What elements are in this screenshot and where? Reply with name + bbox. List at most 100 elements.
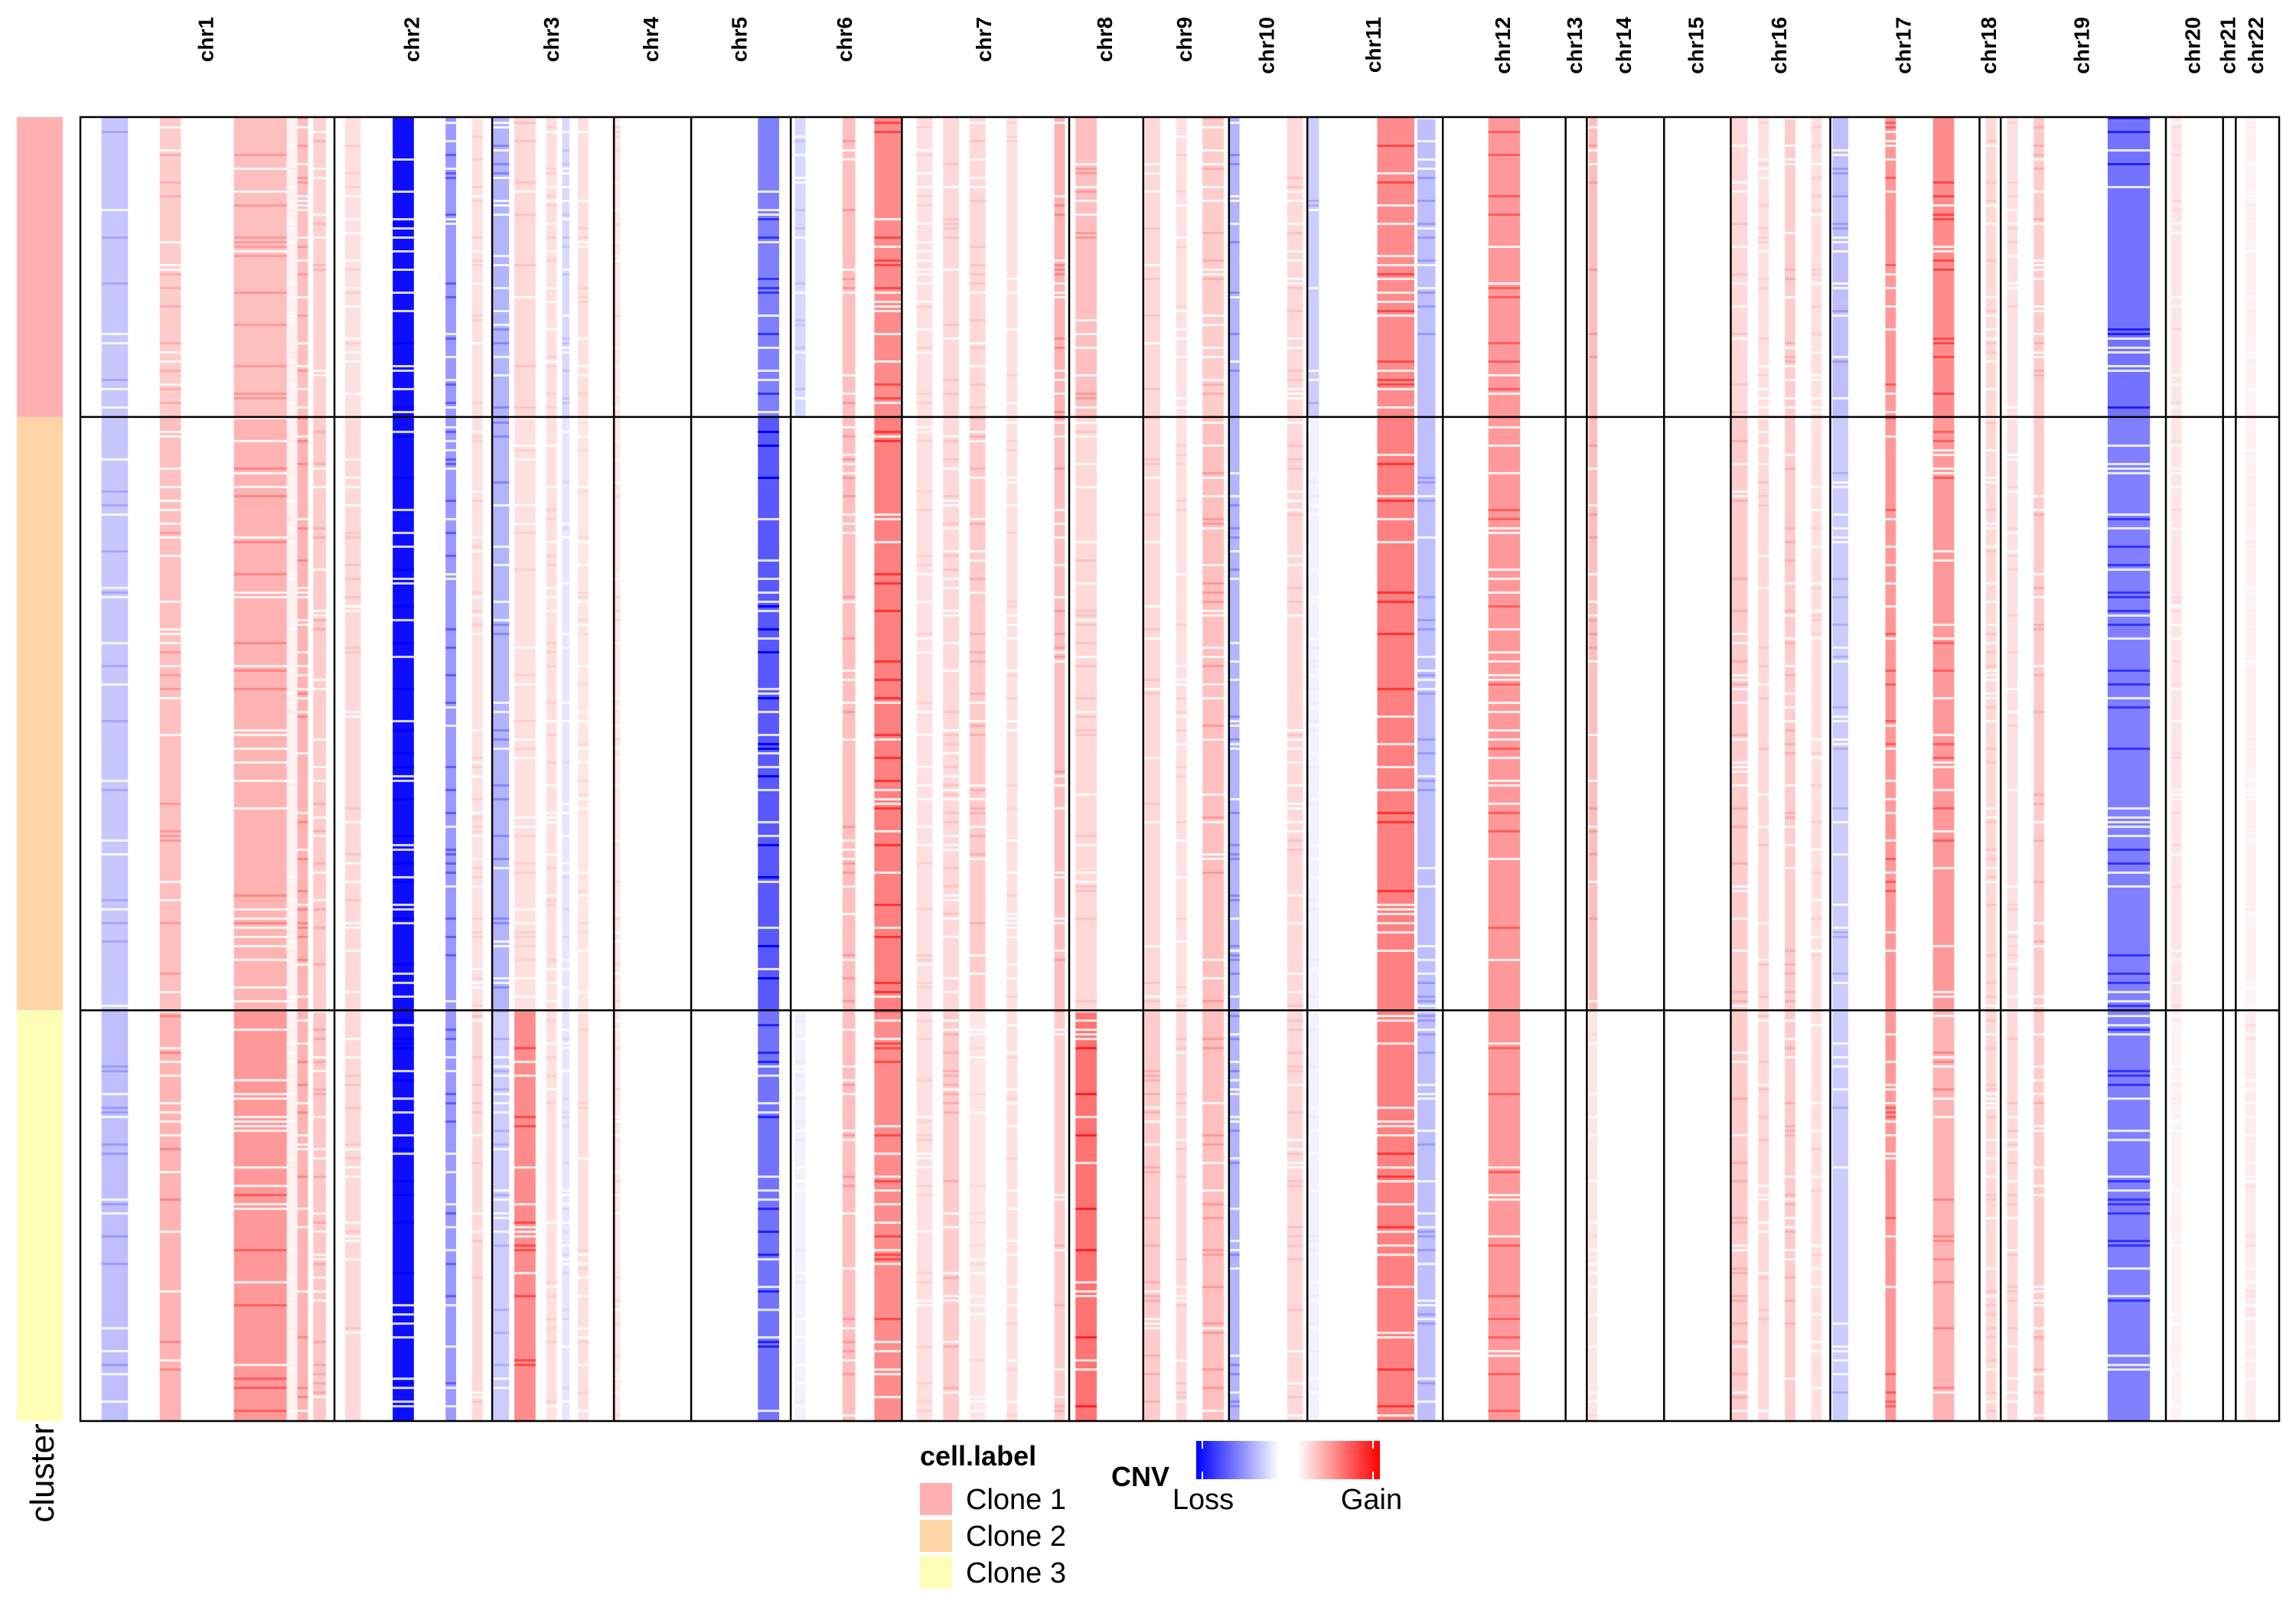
cnv-streak [874,678,901,681]
cnv-streak [1985,995,1997,998]
cnv-streak [1176,246,1187,248]
cnv-streak [1758,963,1769,966]
cnv-streak [943,223,959,225]
cnv-streak [1006,122,1018,124]
cnv-streak [1377,388,1414,390]
cnv-streak [1176,1116,1187,1119]
cnv-streak [1811,1148,1822,1151]
cnv-streak [493,149,510,152]
cnv-streak [159,650,181,654]
cnv-streak [101,1350,129,1353]
cnv-streak [1731,784,1748,787]
cnv-streak [1885,273,1896,275]
cnv-streak [233,986,287,989]
cnv-streak [1985,641,1997,644]
cnv-streak [578,563,589,566]
cnv-streak [1417,1249,1436,1252]
cnv-streak [969,439,986,442]
cnv-streak [546,820,557,823]
cnv-streak [445,462,456,465]
cnv-streak [1488,747,1521,750]
cnv-streak [297,439,308,442]
cnv-streak [233,807,287,810]
cnv-streak [1287,1414,1303,1417]
cnv-streak [2170,683,2182,686]
cnv-streak [2170,1322,2182,1325]
cnv-streak [1985,1304,1997,1307]
cnv-streak [546,719,557,722]
cnv-streak [1287,513,1303,516]
cnv-streak [2007,710,2018,713]
cnv-streak [1758,494,1769,497]
cnv-color-scale [1196,1441,1380,1479]
cnv-streak [297,370,308,372]
cnv-streak [1811,949,1822,952]
cnv-streak [1417,655,1436,658]
cnv-streak [1885,517,1896,520]
cnv-streak [233,1377,287,1380]
cnv-streak [1832,1350,1848,1353]
cnv-streak [1811,582,1822,585]
cnv-streak [1054,921,1065,924]
cnv-streak [1377,145,1414,147]
cnv-streak [578,1364,589,1367]
cnv-streak [758,430,779,433]
cnv-streak [1811,614,1822,617]
cnv-streak [2033,218,2044,220]
cnv-streak [471,761,483,764]
cnv-streak [313,1157,326,1160]
cnv-streak [1144,999,1160,1002]
cnv-streak [842,425,856,429]
cnv-streak [2007,1148,2018,1151]
cnv-streak [393,370,414,372]
cnv-streak [471,591,483,594]
cnv-streak [546,650,557,654]
cnv-streak [471,595,483,598]
cnv-streak [514,1364,536,1367]
cnv-streak [1377,1368,1414,1371]
cnv-band-31-cluster-1 [1308,117,1319,417]
cnv-streak [1985,816,1997,819]
cnv-streak [1054,1198,1065,1201]
cnv-streak [1377,742,1414,745]
cnv-streak [1287,1350,1303,1353]
cnv-streak [612,241,621,243]
cnv-streak [1228,917,1240,920]
cnv-streak [758,1286,779,1289]
cnv-streak [2107,595,2151,598]
cnv-band-14-cluster-3 [578,1010,589,1421]
cnv-streak [493,747,510,750]
cnv-streak [1985,1400,1997,1403]
cnv-streak [2007,935,2018,938]
cnv-streak [1417,1299,1436,1302]
cnv-streak [969,692,986,695]
cnv-streak [578,540,589,543]
cnv-streak [1176,839,1187,842]
cnv-streak [2007,227,2018,230]
cnv-streak [1985,669,1997,672]
cnv-streak [1417,223,1436,225]
cnv-streak [1811,784,1822,787]
cnv-streak [2245,292,2256,294]
cnv-streak [1054,1010,1065,1013]
cnv-streak [286,784,298,787]
cnv-streak [159,1015,181,1018]
cnv-streak [233,591,287,594]
cnv-streak [445,517,456,520]
cnv-streak [1228,797,1240,800]
cnv-streak [794,1166,806,1169]
cnv-streak [1287,848,1303,851]
cnv-streak [297,586,308,589]
cnv-streak [1811,273,1822,275]
cnv-streak [101,1004,129,1007]
cnv-streak [493,1217,510,1220]
cnv-streak [2033,839,2044,842]
cnv-streak [1832,149,1848,152]
cnv-streak [445,406,456,409]
cnv-streak [562,200,570,202]
cnv-streak [445,223,456,225]
cnv-streak [1075,1249,1097,1252]
cnv-streak [1885,1033,1896,1036]
cnv-streak [1075,1290,1097,1293]
cnv-streak [1785,1258,1795,1261]
